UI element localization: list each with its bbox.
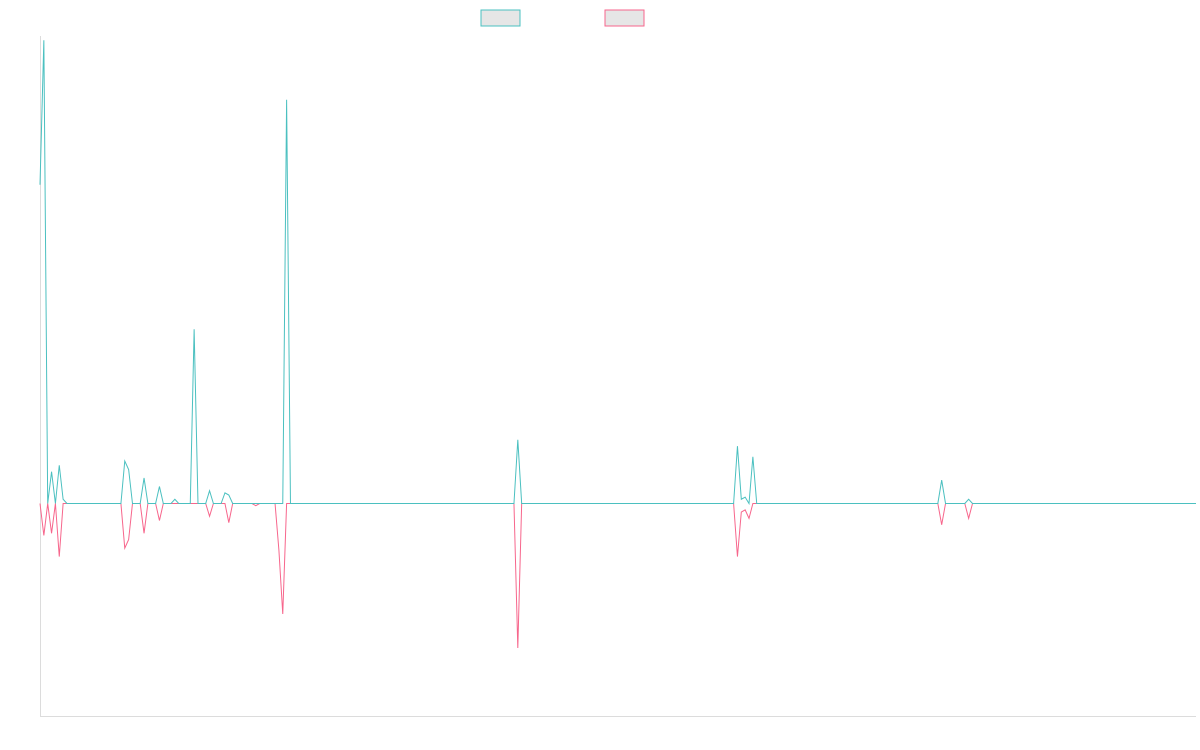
- series-1-line[interactable]: [39, 40, 1196, 506]
- legend-swatch-series-1[interactable]: [480, 9, 521, 27]
- plot-area: [39, 40, 1196, 649]
- series-2-line[interactable]: [39, 503, 1196, 649]
- chart-legend: [480, 9, 645, 27]
- legend-swatch-series-2[interactable]: [604, 9, 645, 27]
